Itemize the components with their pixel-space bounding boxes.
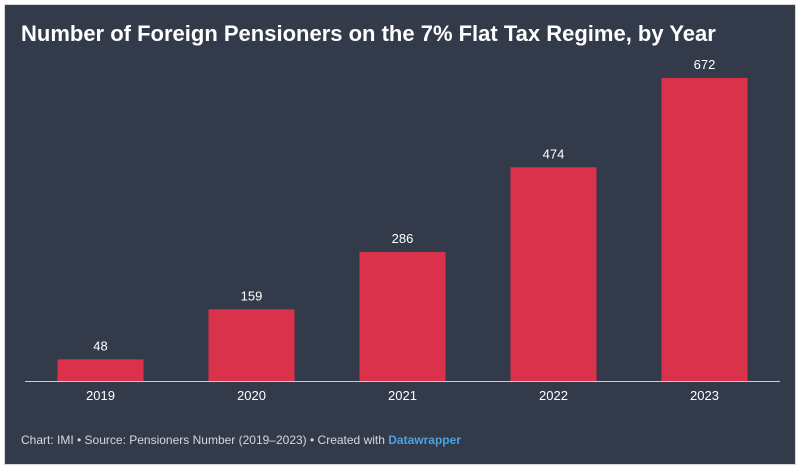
- x-tick-labels-group: 2019 2020 2021 2022 2023: [86, 388, 719, 403]
- x-tick-label-2022: 2022: [539, 388, 568, 403]
- value-labels-group: 48 159 286 474 672: [93, 57, 715, 353]
- chart-footer: Chart: IMI • Source: Pensioners Number (…: [21, 433, 461, 447]
- bar-chart: 48 159 286 474 672 2019 2020 2021 2022 2023: [25, 57, 780, 403]
- value-label-2021: 286: [392, 231, 414, 246]
- x-tick-label-2019: 2019: [86, 388, 115, 403]
- footer-credit: Chart: IMI • Source: Pensioners Number (…: [21, 433, 389, 447]
- value-label-2023: 672: [694, 57, 716, 72]
- bar-2023: [661, 78, 748, 381]
- bar-2020: [208, 309, 295, 381]
- chart-frame: Number of Foreign Pensioners on the 7% F…: [4, 4, 796, 465]
- value-label-2020: 159: [241, 288, 263, 303]
- value-label-2022: 474: [543, 146, 565, 161]
- x-tick-label-2023: 2023: [690, 388, 719, 403]
- x-tick-label-2020: 2020: [237, 388, 266, 403]
- bar-2019: [57, 359, 144, 381]
- datawrapper-link[interactable]: Datawrapper: [388, 433, 461, 447]
- x-tick-label-2021: 2021: [388, 388, 417, 403]
- bar-2021: [359, 252, 446, 381]
- bar-2022: [510, 167, 597, 381]
- value-label-2019: 48: [93, 338, 107, 353]
- chart-title: Number of Foreign Pensioners on the 7% F…: [21, 21, 716, 46]
- bars-group: [57, 78, 748, 381]
